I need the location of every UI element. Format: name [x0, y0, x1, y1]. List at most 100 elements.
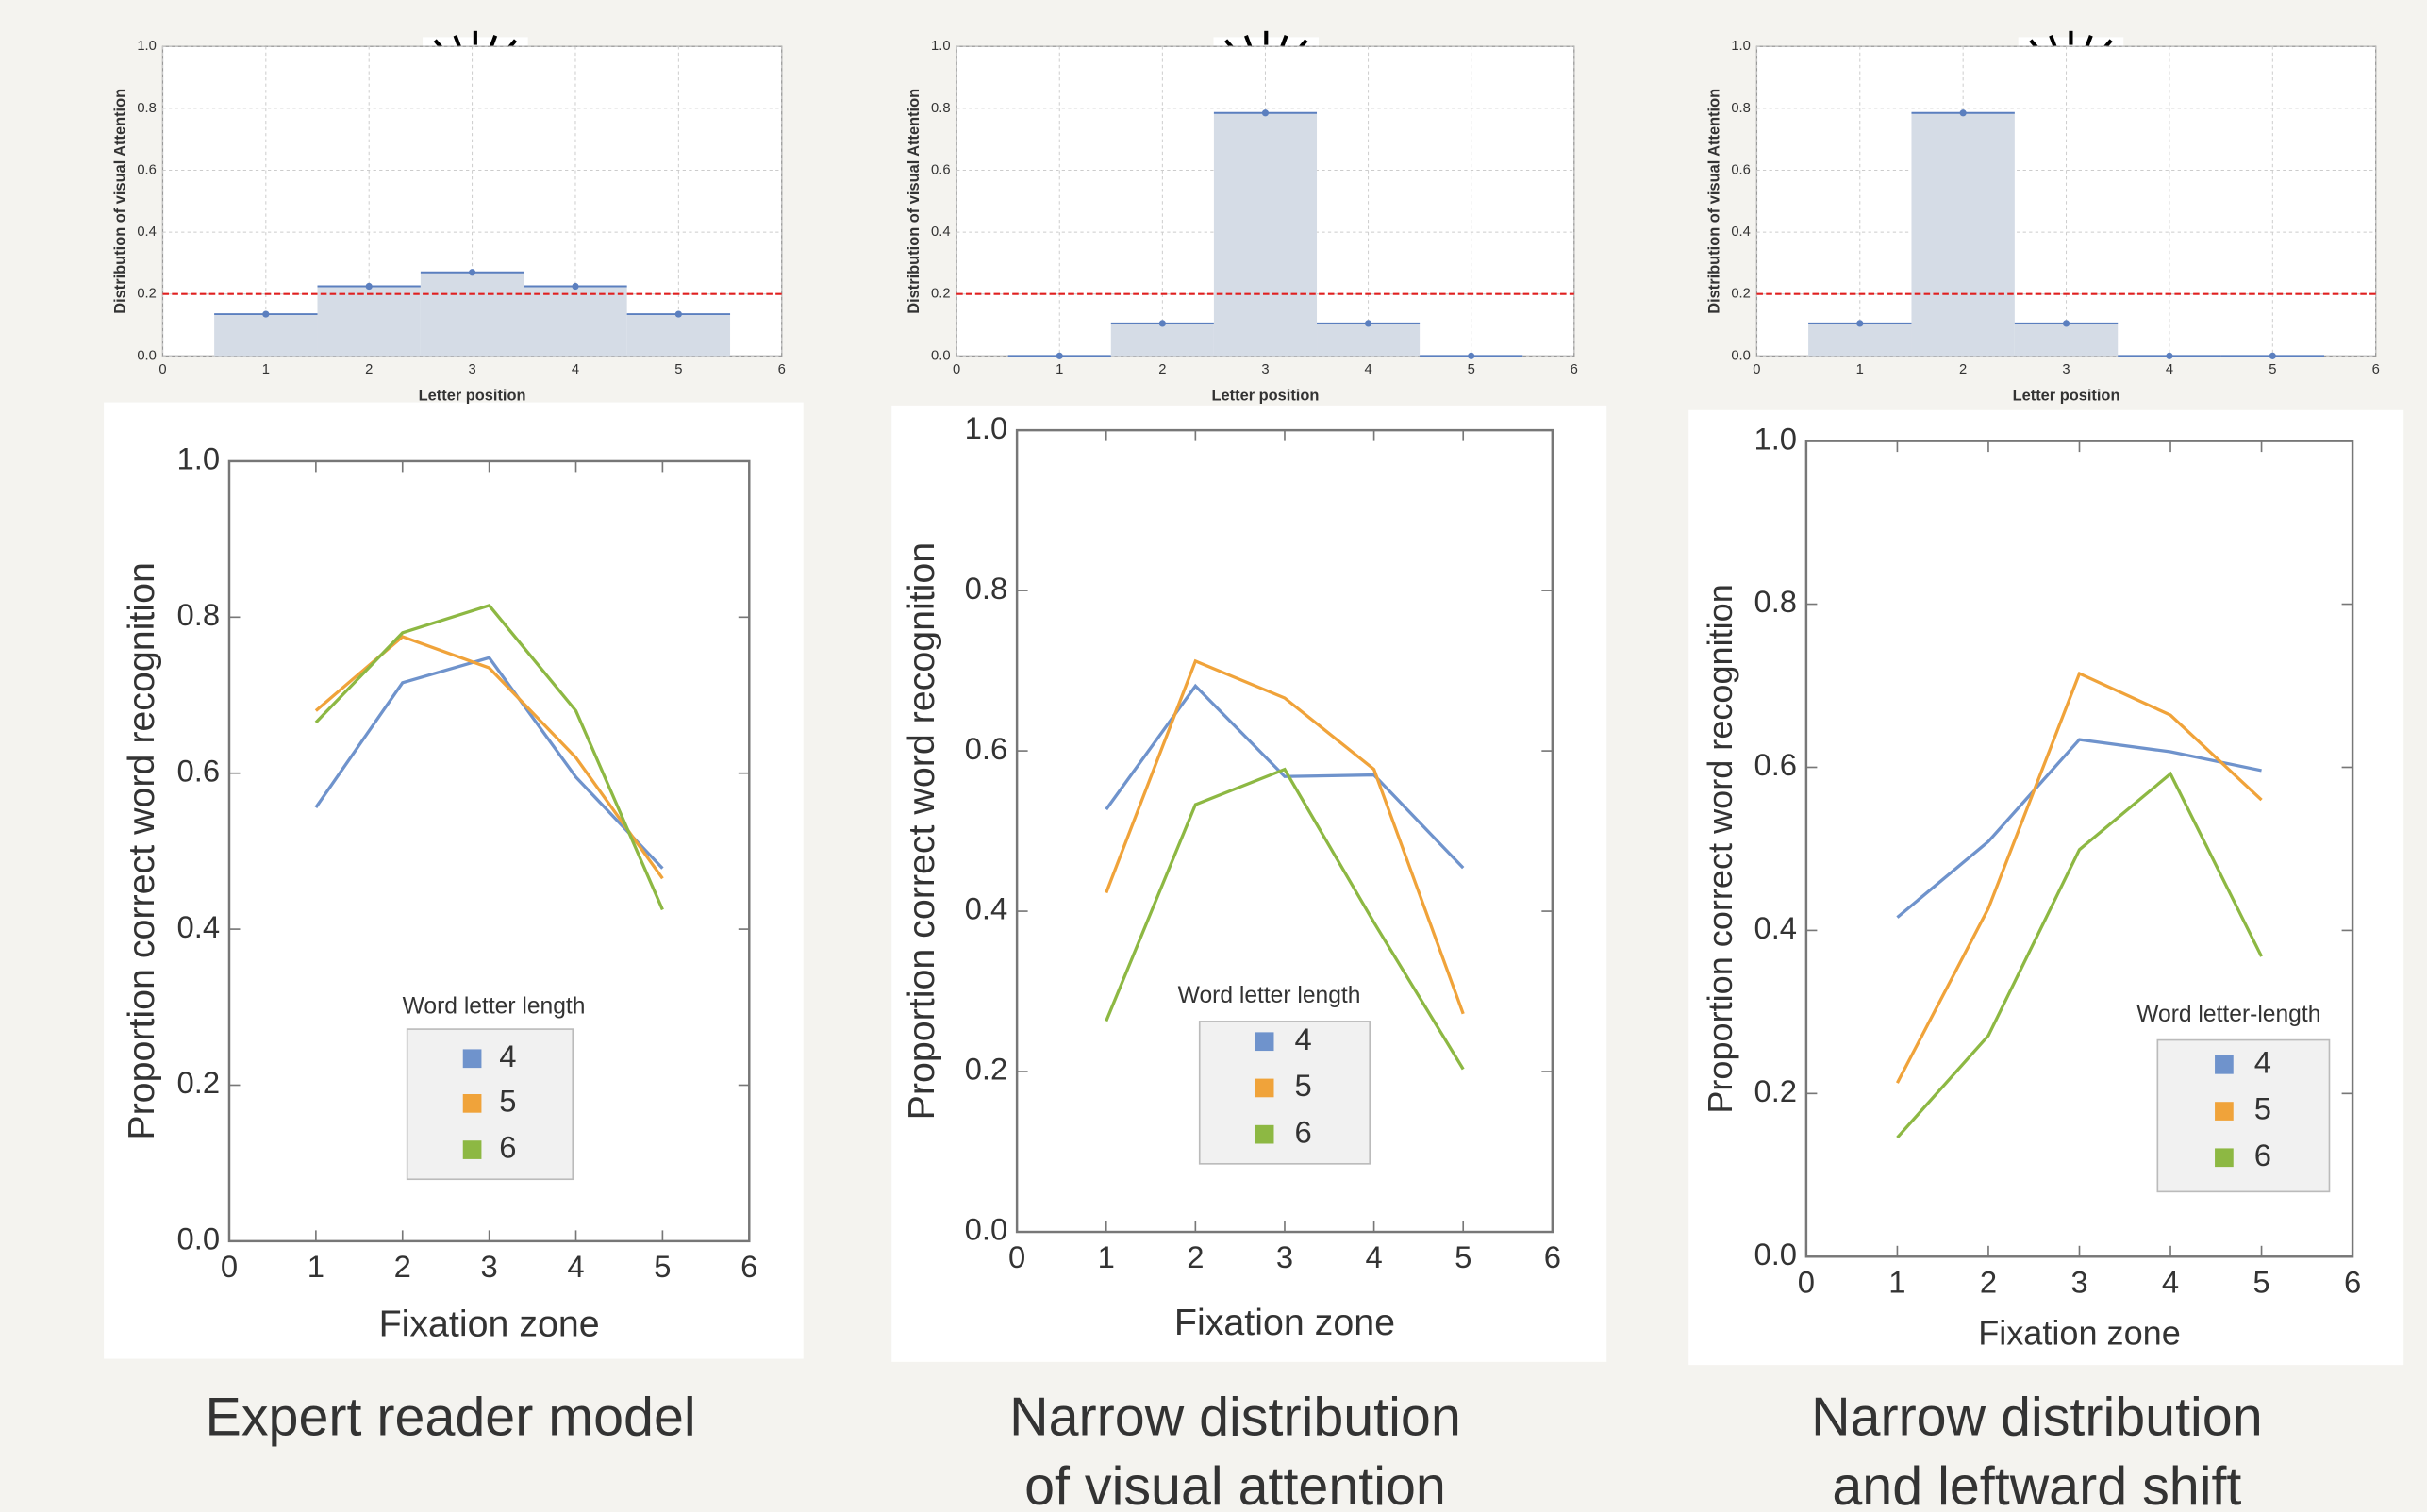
legend-title: Word letter length	[1178, 983, 1361, 1008]
series-line	[314, 604, 664, 911]
y-axis-label: Distribution of visual Attention	[111, 89, 128, 314]
x-tick-label: 6	[1544, 1239, 1561, 1274]
y-tick-label: 0.8	[965, 571, 1008, 606]
y-tick-label: 1.0	[931, 39, 951, 54]
data-point	[572, 282, 579, 291]
y-tick-label: 0.2	[177, 1065, 221, 1100]
bar	[420, 272, 524, 357]
x-tick-label: 1	[1056, 362, 1063, 377]
x-tick-label: 5	[1455, 1239, 1471, 1274]
bar	[524, 286, 627, 357]
x-tick-label: 3	[1276, 1239, 1293, 1274]
y-tick-label: 0.0	[965, 1212, 1008, 1247]
legend-label: 4	[499, 1038, 516, 1073]
x-tick-label: 4	[1364, 362, 1371, 377]
y-tick-label: 0.8	[1754, 584, 1797, 619]
series-line	[1895, 671, 2263, 1084]
y-axis-label: Proportion correct word recognition	[1701, 584, 1739, 1113]
data-point	[1959, 109, 1967, 117]
bar	[2014, 323, 2119, 357]
x-tick-label: 0	[221, 1249, 238, 1284]
legend-swatch	[1255, 1124, 1274, 1144]
bar	[1808, 323, 1912, 357]
x-tick-label: 1	[262, 362, 270, 377]
data-point	[674, 310, 682, 318]
x-axis-label: Fixation zone	[1174, 1302, 1395, 1343]
y-tick-label: 0.2	[1754, 1073, 1797, 1108]
x-tick-label: 4	[2162, 1264, 2179, 1299]
legend-swatch	[462, 1094, 482, 1113]
x-tick-label: 3	[2070, 1264, 2087, 1299]
data-point	[2269, 352, 2276, 359]
bar	[1317, 323, 1421, 357]
x-tick-label: 3	[2062, 362, 2070, 377]
x-axis-label: Letter position	[419, 387, 526, 404]
x-tick-label: 2	[394, 1249, 411, 1284]
y-tick-label: 0.6	[1731, 162, 1751, 177]
x-tick-label: 3	[1261, 362, 1269, 377]
bar	[1213, 112, 1318, 357]
legend-swatch	[462, 1049, 482, 1069]
legend-label: 5	[2254, 1091, 2271, 1126]
x-tick-label: 0	[158, 362, 166, 377]
bar	[626, 314, 731, 357]
y-tick-label: 0.8	[931, 101, 951, 116]
x-tick-label: 0	[953, 362, 960, 377]
caption: Narrow distribution	[1811, 1387, 2263, 1447]
y-tick-label: 0.0	[1731, 348, 1751, 363]
series-line	[1896, 771, 2264, 1139]
bar	[1911, 112, 2015, 357]
data-point	[1856, 320, 1864, 327]
legend-label: 6	[1295, 1114, 1312, 1149]
bar	[214, 314, 318, 357]
legend-label: 6	[2254, 1138, 2271, 1172]
y-tick-label: 0.6	[965, 731, 1008, 766]
plots: 0.0 0.2 0.4 0.6 0.8 1.0 0 1 2 3 4 5 6 Letter position…	[111, 39, 2379, 1512]
x-tick-label: 6	[2344, 1264, 2361, 1299]
y-tick-label: 1.0	[1754, 421, 1797, 456]
y-axis-label: Proportion correct word recognition	[901, 542, 942, 1121]
legend-label: 6	[499, 1130, 516, 1165]
y-tick-label: 1.0	[965, 410, 1008, 445]
y-tick-label: 0.6	[177, 753, 221, 788]
x-tick-label: 1	[1856, 362, 1864, 377]
data-point	[2166, 352, 2173, 359]
y-tick-label: 0.2	[137, 287, 157, 302]
y-tick-label: 1.0	[137, 39, 157, 54]
y-axis-label: Distribution of visual Attention	[1705, 89, 1722, 314]
y-tick-label: 1.0	[177, 441, 221, 476]
y-tick-label: 0.4	[137, 224, 157, 240]
x-tick-label: 6	[2372, 362, 2380, 377]
x-tick-label: 2	[1980, 1264, 1997, 1299]
legend-box	[1198, 1021, 1371, 1165]
y-tick-label: 0.0	[1754, 1237, 1797, 1271]
series-line	[1105, 683, 1465, 870]
x-tick-label: 5	[674, 362, 682, 377]
data-point	[2062, 320, 2070, 327]
x-tick-label: 4	[2166, 362, 2173, 377]
x-axis-label: Fixation zone	[379, 1304, 600, 1345]
x-tick-label: 1	[308, 1249, 324, 1284]
y-tick-label: 0.0	[177, 1221, 221, 1256]
y-tick-label: 0.8	[1731, 101, 1751, 116]
y-tick-label: 0.2	[931, 287, 951, 302]
x-axis-label: Letter position	[1212, 387, 1320, 404]
y-tick-label: 0.2	[1731, 287, 1751, 302]
x-tick-label: 6	[778, 362, 786, 377]
x-tick-label: 5	[1468, 362, 1475, 377]
legend-swatch	[2215, 1102, 2234, 1121]
x-tick-label: 4	[1365, 1239, 1382, 1274]
x-tick-label: 3	[468, 362, 475, 377]
caption: Expert reader model	[206, 1387, 696, 1447]
legend-label: 5	[1295, 1068, 1312, 1103]
x-axis-label: Letter position	[2013, 387, 2120, 404]
y-axis-label: Proportion correct word recognition	[121, 562, 162, 1140]
legend-label: 5	[499, 1084, 516, 1119]
x-tick-label: 6	[1571, 362, 1578, 377]
series-line	[1105, 767, 1465, 1071]
legend-box	[406, 1028, 574, 1181]
caption: of visual attention	[1024, 1456, 1446, 1512]
data-point	[365, 282, 373, 291]
